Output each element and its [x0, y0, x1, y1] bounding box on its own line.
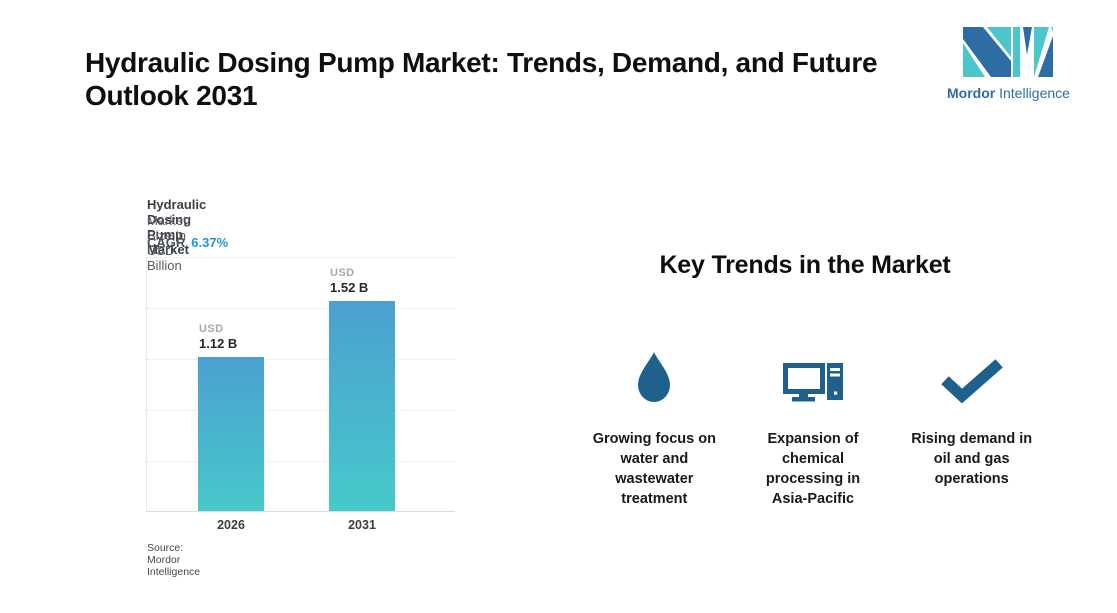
key-trends-heading: Key Trends in the Market [659, 251, 951, 279]
bar-2026 [198, 357, 264, 511]
trend-item-oil-gas: Rising demand in oil and gas operations [895, 347, 1048, 509]
x-axis-label-2026: 2026 [217, 518, 245, 532]
bar-amount-label: 1.52 B [330, 280, 369, 295]
bar-group-2031: USD 1.52 B 2031 [329, 256, 395, 532]
chart-source: Source: Mordor Intelligence [147, 542, 201, 578]
bar-value-label: USD 1.52 B [330, 266, 368, 295]
brand-logo: Mordor Intelligence [947, 27, 1070, 101]
x-axis-label-2031: 2031 [348, 518, 376, 532]
bar-currency-label: USD [330, 267, 355, 279]
trend-item-water: Growing focus on water and wastewater tr… [578, 347, 731, 509]
gridline [147, 257, 455, 258]
water-drop-icon [637, 347, 671, 403]
bar-2031 [329, 301, 395, 511]
page-title: Hydraulic Dosing Pump Market: Trends, De… [85, 47, 878, 111]
gridline [147, 410, 455, 411]
trend-text: Rising demand in oil and gas operations [911, 431, 1033, 487]
bar-group-2026: USD 1.12 B 2026 [198, 256, 264, 532]
trend-item-chemical: Expansion of chemical processing in Asia… [737, 347, 890, 509]
bar-plot: USD 1.12 B 2026 USD 1.52 B 2031 [146, 256, 455, 532]
gridline [147, 308, 455, 309]
bar-value-label: USD 1.12 B [199, 322, 237, 351]
trend-text: Expansion of chemical processing in Asia… [765, 431, 861, 507]
mordor-intelligence-logo-icon [963, 27, 1053, 77]
brand-name-regular: Intelligence [999, 85, 1070, 101]
gridline [147, 461, 455, 462]
trends-row: Growing focus on water and wastewater tr… [578, 347, 1048, 509]
brand-name-bold: Mordor [947, 85, 996, 101]
trend-text: Growing focus on water and wastewater tr… [592, 431, 716, 507]
cagr-label: CAGR [147, 235, 186, 250]
gridline [147, 359, 455, 360]
desktop-computer-icon [783, 347, 843, 403]
brand-name: Mordor Intelligence [947, 85, 1070, 101]
bar-amount-label: 1.12 B [199, 336, 238, 351]
bar-currency-label: USD [199, 323, 224, 335]
cagr-value: 6.37% [191, 235, 229, 250]
cagr-row: CAGR 6.37% [147, 235, 228, 250]
checkmark-icon [940, 347, 1003, 403]
chart-subtitle: Market Size in USD Billion [147, 213, 187, 273]
chart-title: Hydraulic Dosing Pump Market [147, 197, 207, 257]
